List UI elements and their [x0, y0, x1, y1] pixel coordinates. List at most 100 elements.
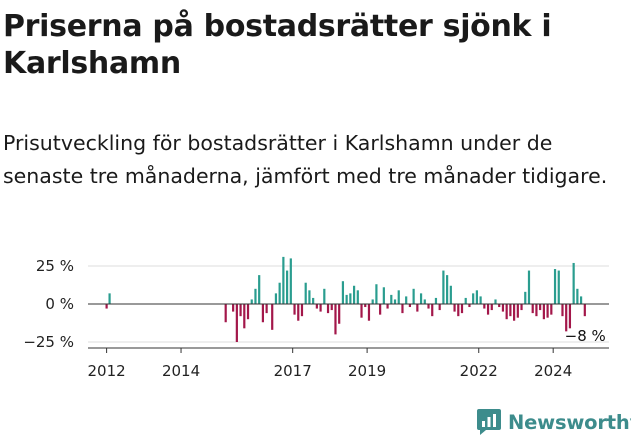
- bar: [431, 304, 434, 317]
- y-tick-label: −25 %: [23, 333, 74, 351]
- x-tick-label: 2024: [534, 362, 572, 380]
- bar: [360, 304, 363, 318]
- bar: [524, 291, 527, 304]
- bar: [297, 304, 300, 321]
- bar: [572, 262, 575, 304]
- bar: [278, 282, 281, 304]
- bar: [472, 293, 475, 304]
- bar: [304, 282, 307, 304]
- bar: [412, 288, 415, 304]
- y-tick-label: 25 %: [36, 257, 74, 275]
- bar: [557, 270, 560, 304]
- bar: [261, 304, 265, 323]
- bar: [371, 299, 374, 304]
- bar: [416, 304, 419, 312]
- bar: [438, 304, 441, 311]
- bar: [246, 304, 250, 320]
- bar: [490, 304, 493, 311]
- brand-logo: Newsworthy: [476, 407, 631, 437]
- bar: [442, 270, 445, 304]
- bar: [565, 304, 568, 332]
- x-tick-label: 2017: [274, 362, 312, 380]
- bar: [330, 304, 333, 311]
- bar: [352, 285, 356, 304]
- bar: [319, 304, 322, 312]
- bar: [419, 293, 423, 304]
- bar: [326, 304, 330, 314]
- bar: [427, 304, 430, 309]
- bar: [546, 304, 549, 318]
- bar: [341, 281, 345, 304]
- bar: [494, 299, 497, 304]
- bar: [386, 304, 389, 309]
- bar: [498, 304, 501, 308]
- bar: [349, 293, 352, 304]
- bar: [364, 304, 367, 308]
- bar: [323, 288, 326, 304]
- bar: [379, 304, 382, 315]
- y-axis-tick-labels: 25 % 0 % −25 %: [23, 257, 74, 351]
- bar: [509, 304, 512, 317]
- bar: [449, 285, 452, 304]
- bar: [531, 304, 534, 314]
- x-tick-label: 2014: [162, 362, 200, 380]
- bar: [405, 296, 408, 304]
- bar: [289, 258, 292, 304]
- bars: [105, 256, 586, 342]
- bar: [258, 275, 261, 304]
- bar: [568, 304, 572, 329]
- bar: [457, 304, 460, 317]
- bar: [367, 304, 371, 321]
- bar: [483, 304, 486, 309]
- bar: [334, 304, 337, 335]
- page-subtitle: Prisutveckling för bostadsrätter i Karls…: [3, 131, 608, 188]
- bar: [460, 304, 464, 314]
- bar: [271, 304, 274, 330]
- x-tick-label: 2022: [460, 362, 498, 380]
- bar: [513, 304, 516, 321]
- bar: [579, 296, 583, 304]
- bar: [265, 304, 268, 314]
- bar: [520, 304, 523, 311]
- bar: [401, 304, 404, 314]
- bar: [345, 294, 348, 304]
- x-tick-label: 2019: [348, 362, 386, 380]
- bar: [475, 290, 478, 304]
- bar: [300, 304, 304, 317]
- price-change-bar-chart: 25 % 0 % −25 % 2012 2014 2017 2019 2022 2024 −8…: [23, 256, 609, 380]
- bar: [535, 304, 538, 317]
- bar: [282, 256, 285, 304]
- bar: [539, 304, 542, 311]
- bar: [243, 304, 246, 329]
- bar: [453, 304, 456, 312]
- bar: [397, 290, 400, 304]
- bar: [315, 304, 318, 309]
- x-axis: 2012 2014 2017 2019 2022 2024: [88, 347, 609, 380]
- bar: [434, 297, 438, 304]
- bar: [308, 290, 311, 304]
- bar: [501, 304, 505, 312]
- y-tick-label: 0 %: [45, 295, 74, 313]
- bar: [224, 304, 227, 323]
- bar: [446, 275, 449, 304]
- bar: [105, 304, 108, 309]
- bar: [464, 297, 467, 304]
- bar: [408, 304, 412, 308]
- bar: [274, 293, 278, 304]
- gridlines: [88, 265, 609, 343]
- brand-name: Newsworthy: [508, 410, 631, 434]
- bar: [390, 294, 393, 304]
- newsworthy-logo-icon: [477, 409, 501, 435]
- bar: [382, 287, 385, 304]
- bar: [232, 304, 235, 312]
- bar: [583, 304, 586, 317]
- bar: [250, 299, 253, 304]
- page-title: Priserna på bostadsrätter sjönk i Karlsh…: [3, 9, 552, 81]
- bar: [423, 299, 426, 304]
- bar: [505, 304, 508, 320]
- bar: [338, 304, 341, 324]
- bar: [254, 288, 257, 304]
- bar: [468, 304, 471, 308]
- bar: [312, 297, 315, 304]
- bar: [108, 293, 111, 304]
